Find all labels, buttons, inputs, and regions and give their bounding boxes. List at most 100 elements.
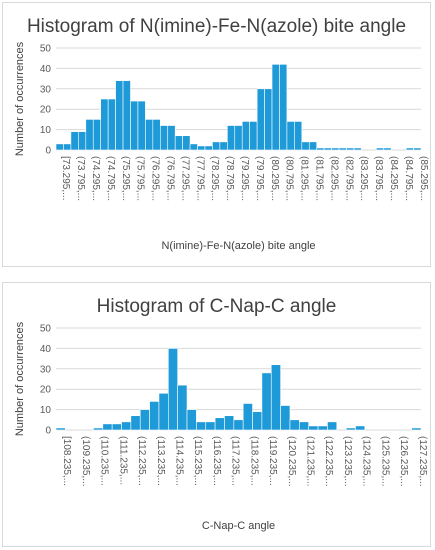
bar-c-nap-c-20 (242, 403, 253, 431)
bar-bite-angle-12 (145, 119, 154, 151)
x-tick-label: (74.795,... (105, 156, 116, 201)
x-tick-label: (122.235,... (323, 436, 334, 487)
y-axis-title: Number of occurrences (14, 321, 26, 436)
x-tick-label: (82.795,... (343, 156, 354, 201)
bar-bite-angle-2 (70, 131, 79, 151)
bar-c-nap-c-18 (224, 415, 235, 431)
x-tick-label: (79.295,... (239, 156, 250, 201)
bar-c-nap-c-9 (139, 409, 150, 431)
bar-c-nap-c-32 (355, 425, 366, 431)
bar-c-nap-c-17 (214, 417, 225, 431)
bar-bite-angle-44 (383, 147, 392, 151)
bar-bite-angle-14 (159, 125, 169, 151)
bar-bite-angle-15 (167, 125, 176, 151)
y-tick-label: 0 (45, 146, 51, 157)
bar-bite-angle-3 (78, 131, 87, 151)
chart-title: Histogram of N(imine)-Fe-N(azole) bite a… (27, 16, 406, 37)
bar-bite-angle-32 (294, 121, 303, 151)
bar-bite-angle-24 (234, 125, 243, 151)
bar-c-nap-c-13 (177, 384, 188, 431)
bar-c-nap-c-7 (121, 421, 132, 431)
x-tick-label: (84.795,... (403, 156, 414, 201)
bar-bite-angle-0 (55, 143, 64, 151)
bar-bite-angle-28 (264, 88, 273, 151)
bar-c-nap-c-31 (345, 427, 356, 431)
x-tick-label: (117.235,... (230, 436, 241, 486)
x-tick-label: (83.795,... (373, 156, 384, 201)
bar-bite-angle-31 (286, 121, 295, 151)
x-tick-label: (77.295,... (179, 156, 190, 201)
bar-bite-angle-37 (331, 147, 340, 151)
bar-bite-angle-34 (308, 141, 318, 151)
chart-svg-bite-angle: Histogram of N(imine)-Fe-N(azole) bite a… (14, 16, 429, 252)
x-tick-label: (127.235,... (417, 436, 428, 487)
bar-c-nap-c-29 (327, 421, 338, 431)
y-tick-label: 30 (40, 364, 52, 375)
bar-bite-angle-47 (405, 147, 414, 151)
bar-bite-angle-13 (152, 119, 161, 151)
x-axis-title: C-Nap-C angle (202, 520, 275, 532)
x-tick-label: (82.295,... (328, 156, 339, 201)
y-tick-label: 10 (40, 405, 52, 416)
x-tick-label: [73.295,... (60, 156, 71, 200)
bar-c-nap-c-11 (158, 392, 169, 431)
x-tick-label: (109.235,... (80, 436, 91, 487)
y-tick-label: 40 (40, 64, 52, 75)
x-tick-label: (85.295,... (418, 156, 429, 201)
x-tick-label: (112.235,... (136, 436, 147, 486)
x-tick-label: [108.235,... (61, 436, 72, 486)
y-tick-label: 20 (40, 105, 52, 116)
x-tick-label: (120.235,... (286, 436, 297, 487)
x-tick-label: (81.795,... (313, 156, 324, 201)
bar-bite-angle-43 (376, 147, 385, 151)
x-tick-label: (125.235,... (379, 436, 390, 487)
bar-bite-angle-21 (212, 141, 221, 151)
x-tick-label: (75.795,... (135, 156, 146, 201)
bar-c-nap-c-12 (168, 348, 178, 431)
bar-bite-angle-19 (197, 145, 206, 151)
bar-c-nap-c-10 (149, 401, 160, 431)
x-tick-label: (110.235,... (99, 436, 110, 486)
bar-c-nap-c-0 (55, 427, 66, 431)
x-axis-title: N(imine)-Fe-N(azole) bite angle (161, 240, 315, 252)
bar-bite-angle-7 (107, 98, 116, 151)
bar-bite-angle-40 (353, 147, 362, 151)
x-tick-label: (119.235,... (267, 436, 278, 486)
bar-bite-angle-38 (338, 147, 347, 151)
bar-bite-angle-10 (130, 100, 139, 151)
x-tick-label: (111.235,... (117, 436, 128, 485)
y-tick-label: 50 (40, 44, 52, 55)
x-tick-label: (118.235,... (248, 436, 259, 486)
y-tick-label: 50 (40, 324, 52, 335)
x-tick-label: (74.295,... (90, 156, 101, 201)
x-tick-label: (123.235,... (342, 436, 353, 487)
bar-bite-angle-9 (122, 80, 131, 151)
bar-bite-angle-20 (204, 145, 213, 151)
x-tick-label: (126.235,... (398, 436, 409, 487)
x-tick-label: (80.295,... (269, 156, 280, 201)
bar-bite-angle-1 (63, 143, 72, 151)
bar-bite-angle-6 (100, 98, 109, 151)
bar-c-nap-c-5 (102, 423, 113, 431)
bar-bite-angle-29 (271, 64, 280, 151)
x-tick-label: (76.295,... (150, 156, 161, 201)
bar-bite-angle-5 (92, 119, 101, 151)
bar-c-nap-c-38 (411, 427, 422, 431)
bar-bite-angle-11 (137, 100, 146, 151)
bar-c-nap-c-26 (299, 421, 309, 431)
bar-c-nap-c-6 (111, 423, 122, 431)
y-axis-title: Number of occurrences (14, 41, 26, 156)
bar-c-nap-c-15 (196, 421, 207, 431)
bar-c-nap-c-22 (261, 372, 272, 431)
bar-bite-angle-23 (227, 125, 236, 151)
x-tick-label: (115.235,... (192, 436, 203, 486)
x-tick-label: (116.235,... (211, 436, 222, 486)
bar-bite-angle-39 (346, 147, 355, 151)
bar-bite-angle-35 (316, 147, 325, 151)
bar-c-nap-c-28 (317, 425, 328, 431)
bar-c-nap-c-25 (289, 419, 300, 431)
bar-bite-angle-18 (189, 143, 198, 151)
x-tick-label: (113.235,... (155, 436, 166, 486)
bar-c-nap-c-19 (233, 419, 244, 431)
x-tick-label: (121.235,... (305, 436, 316, 487)
